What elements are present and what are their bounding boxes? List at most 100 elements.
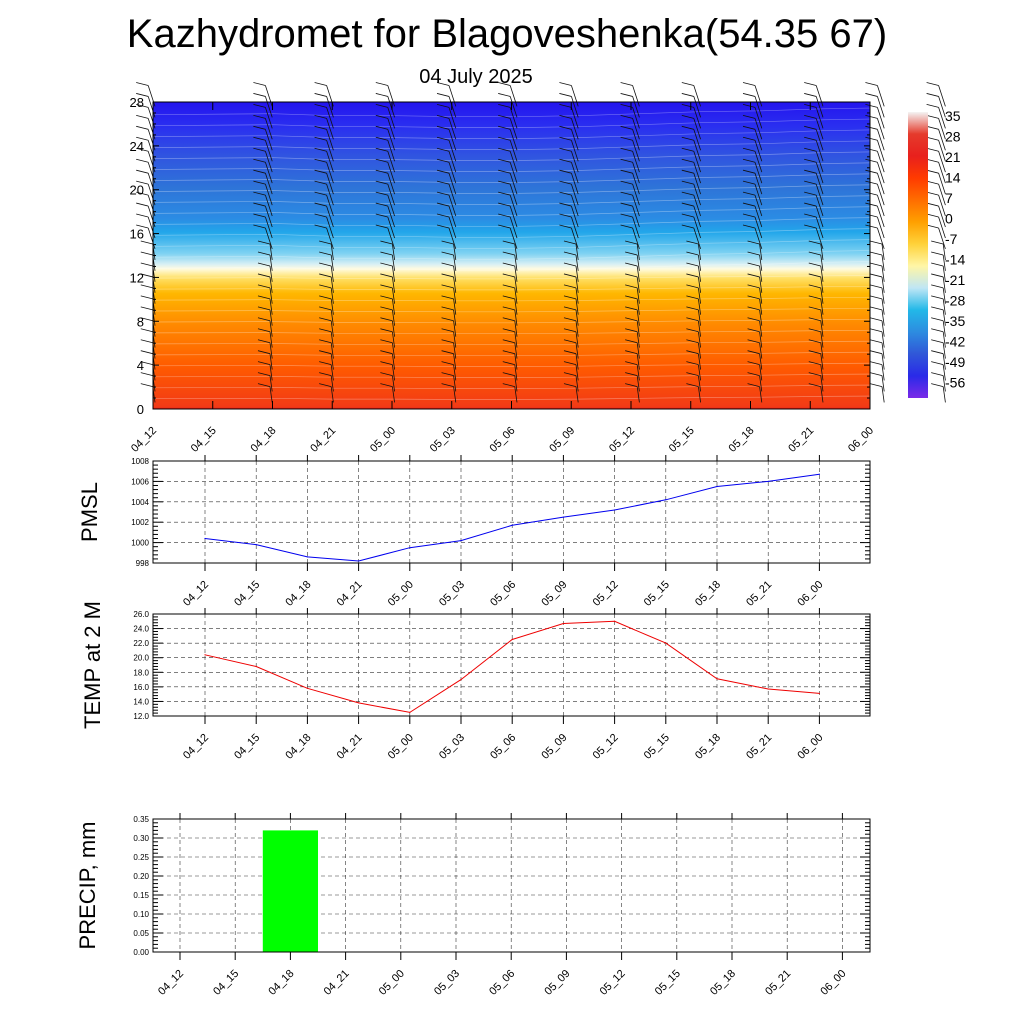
wind-barb-flag — [140, 339, 153, 344]
wind-barb — [441, 317, 457, 337]
wind-barb-flag — [686, 306, 699, 311]
wind-barb — [747, 350, 763, 370]
wind-barb-staff — [942, 353, 946, 370]
wind-barb — [686, 306, 701, 326]
wind-barb-flag — [681, 136, 694, 141]
x-tick-label: 04_12 — [181, 732, 211, 762]
wind-barb-flag — [804, 93, 817, 97]
x-tick-label: 05_06 — [488, 732, 518, 762]
wind-barb — [804, 180, 824, 206]
isotherm-line — [152, 303, 946, 313]
wind-barb-flag — [804, 169, 817, 174]
wind-barb — [380, 273, 395, 293]
wind-barb-flag — [808, 350, 821, 355]
wind-barb-staff — [636, 309, 640, 326]
wind-barb-flag — [686, 273, 699, 278]
wind-barb — [931, 284, 946, 304]
wind-barb-staff — [759, 331, 763, 348]
wind-barb — [436, 93, 457, 118]
wind-barb-staff — [575, 276, 579, 293]
pmsl-point — [306, 556, 308, 558]
wind-barb-flag — [319, 262, 332, 267]
wind-barb-flag — [375, 202, 388, 207]
wind-barb-staff — [387, 96, 395, 118]
x-tick-label: 05_12 — [607, 425, 637, 455]
y-axis-title: TEMP at 2 M — [80, 601, 105, 729]
isotherm-line — [152, 249, 946, 260]
wind-barb-flag — [559, 224, 572, 229]
wind-barb — [257, 361, 273, 381]
wind-barb-flag — [931, 339, 944, 344]
wind-barb-staff — [815, 118, 824, 140]
wind-barb-flag — [742, 104, 756, 108]
wind-barb — [436, 169, 457, 195]
wind-barb — [931, 339, 946, 359]
wind-barb — [380, 240, 395, 260]
isotherm-line — [152, 292, 946, 302]
wind-barb — [686, 317, 701, 337]
wind-barb — [869, 339, 885, 359]
wind-barb-staff — [448, 227, 457, 250]
upper-air-temperature-panel: 0 4 8 12 16 20 24 28 04_12 04_15 04_18 04_21 05_00 05… — [129, 82, 946, 455]
wind-barb — [559, 125, 579, 151]
wind-barb-flag — [747, 284, 760, 289]
wind-barb — [375, 158, 395, 184]
wind-barb — [869, 251, 885, 271]
wind-barb-staff — [697, 342, 701, 359]
y-tick-label: 24.0 — [133, 625, 149, 634]
wind-barb — [319, 273, 334, 293]
wind-barb-staff — [391, 342, 395, 359]
chart-title: Kazhydromet for Blagoveshenka(54.35 67) — [127, 12, 887, 56]
wind-barb-flag — [625, 339, 638, 344]
wind-barb-staff — [269, 331, 273, 348]
isotherm-line — [152, 281, 946, 291]
wind-barb — [257, 339, 273, 359]
wind-barb-staff — [391, 353, 395, 370]
wind-barb-flag — [563, 361, 577, 366]
wind-barb-flag — [498, 158, 511, 163]
wind-barb-flag — [375, 147, 388, 152]
temp-point — [818, 692, 821, 695]
wind-barb — [498, 213, 518, 239]
wind-barb — [498, 114, 518, 140]
wind-barb-flag — [257, 284, 271, 289]
wind-barb — [620, 180, 640, 206]
wind-barb — [808, 295, 824, 315]
wind-barb-flag — [436, 202, 450, 207]
x-tick-label: 05_12 — [591, 579, 621, 609]
wind-barb-flag — [441, 284, 454, 289]
wind-barb — [314, 169, 334, 195]
wind-barb-staff — [571, 107, 579, 129]
wind-barb-flag — [375, 93, 388, 97]
wind-barb-flag — [563, 251, 577, 256]
wind-barb-staff — [326, 107, 334, 129]
wind-barb-flag — [140, 350, 153, 355]
wind-barb — [436, 104, 457, 129]
wind-barb — [686, 284, 701, 304]
colorbar-label: 14 — [945, 170, 961, 186]
wind-barb-staff — [147, 227, 156, 250]
wind-barb-staff — [387, 173, 395, 195]
wind-barb-staff — [693, 173, 701, 195]
wind-barb-staff — [509, 194, 518, 217]
wind-barb-staff — [453, 276, 457, 293]
wind-barb-staff — [453, 309, 457, 326]
wind-barb — [380, 361, 395, 381]
wind-barb — [502, 273, 518, 293]
wind-barb-flag — [140, 273, 153, 278]
temp-point — [665, 642, 667, 644]
wind-barb — [808, 383, 824, 403]
wind-barb — [808, 306, 824, 326]
wind-barb-staff — [571, 140, 579, 162]
wind-barb — [502, 350, 518, 370]
wind-barb — [742, 213, 763, 239]
wind-barb — [926, 158, 946, 184]
wind-barb-flag — [502, 317, 515, 322]
wind-barb — [314, 191, 334, 217]
wind-barb — [808, 328, 824, 348]
wind-barb-staff — [453, 364, 457, 381]
wind-barb-flag — [253, 180, 266, 185]
wind-barb-staff — [693, 194, 701, 217]
wind-barb-flag — [804, 224, 817, 229]
wind-barb-staff — [575, 243, 579, 260]
